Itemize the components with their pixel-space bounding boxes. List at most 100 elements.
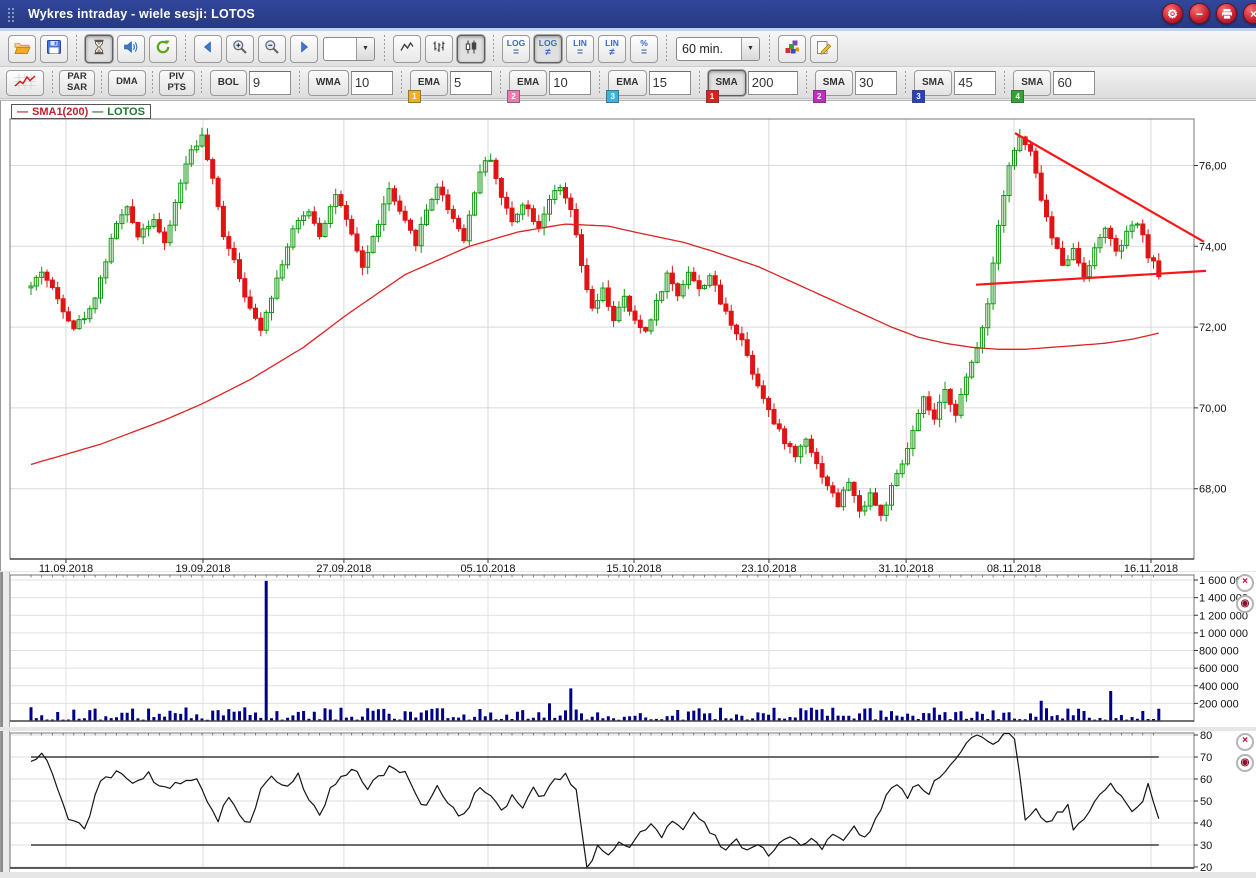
sma-60-period-input[interactable] [1053, 70, 1096, 95]
oscillator-close-button[interactable]: × [1236, 733, 1254, 751]
volume-target-button[interactable]: ◉ [1236, 595, 1254, 613]
bol-period-input[interactable] [248, 70, 291, 95]
svg-text:1 400 000: 1 400 000 [1199, 593, 1248, 605]
indicator-sma-45-button[interactable]: SMA [913, 69, 953, 96]
minimize-button[interactable]: − [1189, 3, 1210, 24]
indicator-ema-10-button[interactable]: EMA [509, 69, 548, 96]
template-select[interactable]: ▼ [323, 36, 375, 61]
svg-text:800 000: 800 000 [1199, 646, 1239, 658]
svg-text:200 000: 200 000 [1199, 698, 1239, 710]
oscillator-panel: 80 70 60 50 40 30 20 × ◉ [0, 731, 1256, 872]
zoom-out-button[interactable] [258, 34, 286, 63]
price-chart-panel: — SMA1(200) — LOTOS 11.09.2018 19.09.2018… [0, 100, 1256, 572]
candlestick-chart-type-button[interactable] [457, 34, 485, 63]
open-folder-icon [14, 40, 31, 58]
chart-style-button[interactable] [6, 69, 44, 96]
sma-200-period-input[interactable] [747, 70, 798, 95]
svg-text:50: 50 [1200, 796, 1212, 808]
svg-text:60: 60 [1200, 774, 1212, 786]
indicator-sma-200-group: SMA1 [705, 69, 798, 103]
scale-log-neq-button[interactable]: LOG ≠ [534, 34, 562, 63]
indicator-ema-5-button[interactable]: EMA [409, 69, 449, 96]
arrow-right-icon [298, 41, 310, 56]
indicator-dma-button[interactable]: DMA [108, 69, 146, 96]
close-button[interactable]: × [1243, 3, 1256, 24]
open-button[interactable] [8, 34, 36, 63]
toolbar-separator [805, 70, 807, 95]
ema-5-period-input[interactable] [450, 70, 493, 95]
printer-icon [1221, 8, 1232, 19]
sma-200-badge: 1 [705, 89, 719, 103]
edit-note-button[interactable] [810, 34, 838, 63]
save-button[interactable] [40, 34, 68, 63]
sma-legend-label: SMA1(200) [32, 105, 89, 118]
scale-buttons-group: LOG = LOG ≠ LIN = LIN ≠% = [500, 34, 660, 63]
wma-period-input[interactable] [350, 70, 393, 95]
indicator-bol-button[interactable]: BOL [209, 69, 247, 96]
window-titlebar[interactable]: Wykres intraday - wiele sesji: LOTOS ⚙ − × [0, 0, 1256, 28]
speaker-icon [123, 39, 139, 58]
scale-top-label: LIN [573, 37, 587, 48]
toolbar-separator [200, 70, 202, 95]
svg-text:15.10.2018: 15.10.2018 [606, 563, 661, 572]
toolbar-separator [698, 70, 700, 95]
scale-log-eq-button[interactable]: LOG = [502, 34, 530, 63]
gear-icon: ⚙ [1167, 6, 1178, 21]
ema-10-badge: 2 [507, 89, 521, 103]
interval-select[interactable]: 60 min. ▼ [676, 36, 760, 61]
svg-text:31.10.2018: 31.10.2018 [879, 563, 934, 572]
zoom-in-button[interactable] [226, 34, 254, 63]
panel-splitter[interactable] [1, 731, 10, 872]
indicator-bol-group: BOL [209, 69, 291, 96]
indicator-sma-60-button[interactable]: SMA [1013, 69, 1052, 96]
oscillator-chart[interactable]: 80 70 60 50 40 30 20 [1, 731, 1256, 872]
scale-lin-neq-button[interactable]: LIN ≠ [598, 34, 626, 63]
oscillator-target-button[interactable]: ◉ [1236, 754, 1254, 772]
ohlc-bars-icon [431, 39, 447, 58]
drag-handle-icon[interactable] [8, 7, 16, 21]
step-forward-button[interactable] [290, 34, 318, 63]
svg-text:1 200 000: 1 200 000 [1199, 610, 1248, 622]
indicator-piv-pts-button[interactable]: PIV PTS [158, 69, 195, 96]
svg-text:30: 30 [1200, 840, 1212, 852]
indicator-par-sar-button[interactable]: PAR SAR [59, 69, 96, 96]
scale-bottom-label: = [577, 47, 583, 59]
print-button[interactable] [1216, 3, 1237, 24]
scale-pct-eq-button[interactable]: % = [630, 34, 658, 63]
scale-top-label: % [640, 37, 648, 48]
dropdown-arrow-icon[interactable]: ▼ [741, 37, 759, 60]
pencil-icon [816, 39, 832, 58]
indicator-wma-button[interactable]: WMA [307, 69, 349, 96]
hourglass-icon [92, 39, 106, 58]
ema-15-period-input[interactable] [648, 70, 691, 95]
price-chart[interactable]: 11.09.2018 19.09.2018 27.09.2018 05.10.2018… [1, 101, 1256, 572]
toolbar-separator [1004, 70, 1006, 95]
dropdown-arrow-icon[interactable]: ▼ [356, 37, 374, 60]
indicator-label: PAR [67, 71, 87, 83]
sma-45-period-input[interactable] [954, 70, 997, 95]
sma-30-badge: 2 [812, 89, 826, 103]
ema-10-period-input[interactable] [549, 70, 592, 95]
volume-close-button[interactable]: × [1236, 574, 1254, 592]
volume-chart[interactable]: 1 600 000 1 400 000 1 200 000 1 000 000 800 … [1, 572, 1256, 727]
ohlc-chart-type-button[interactable] [425, 34, 453, 63]
panel-splitter[interactable] [1, 572, 10, 727]
svg-text:600 000: 600 000 [1199, 663, 1239, 675]
toolbar-separator [101, 70, 103, 95]
svg-text:1 000 000: 1 000 000 [1199, 628, 1248, 640]
palette-button[interactable] [778, 34, 806, 63]
line-chart-type-button[interactable] [393, 34, 421, 63]
settings-button[interactable]: ⚙ [1162, 3, 1183, 24]
svg-text:27.09.2018: 27.09.2018 [316, 563, 371, 572]
svg-text:1 600 000: 1 600 000 [1199, 575, 1248, 587]
refresh-button[interactable] [149, 34, 177, 63]
indicator-label: PTS [167, 81, 186, 93]
sma-30-period-input[interactable] [854, 70, 897, 95]
scale-lin-eq-button[interactable]: LIN = [566, 34, 594, 63]
scale-bottom-label: = [641, 47, 647, 59]
time-filter-button[interactable] [85, 34, 113, 63]
magnifier-plus-icon [232, 39, 248, 58]
step-back-button[interactable] [194, 34, 222, 63]
sound-button[interactable] [117, 34, 145, 63]
